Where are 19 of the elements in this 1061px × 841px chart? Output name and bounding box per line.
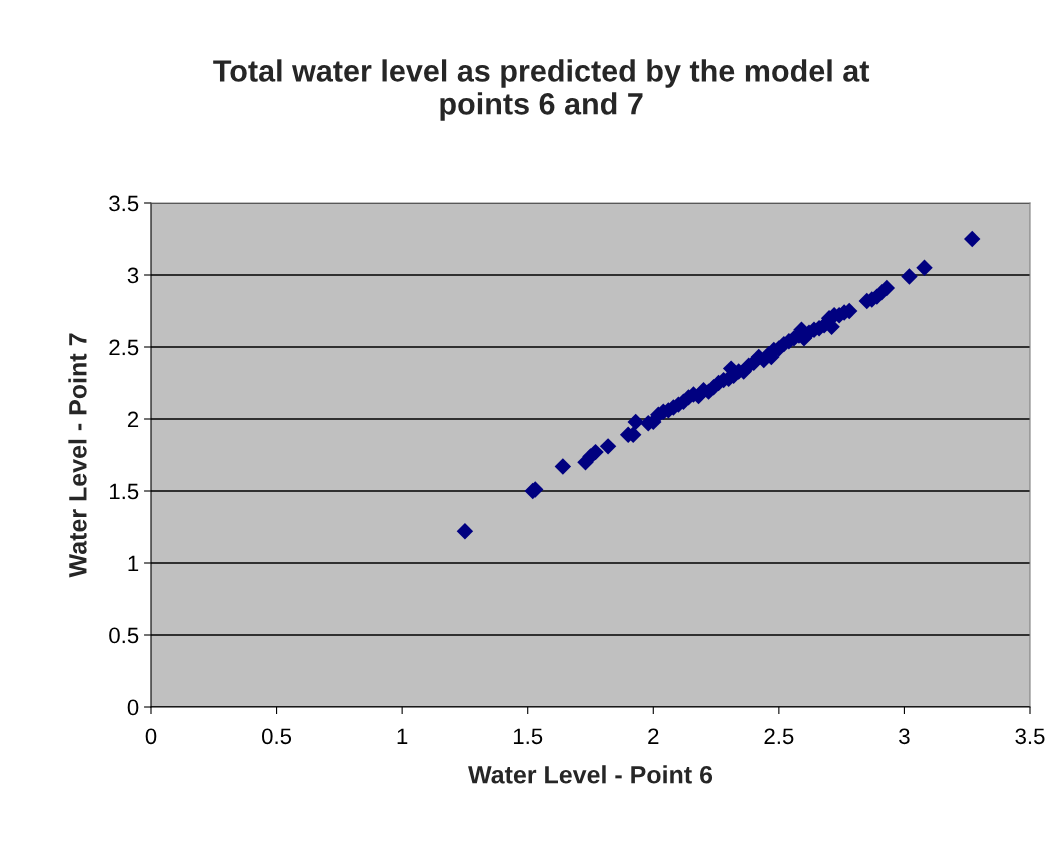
x-tick-label: 2 [648, 728, 659, 744]
x-tick-label: 3.5 [1015, 728, 1045, 745]
y-tick-label: 0.5 [109, 627, 139, 644]
chart-title: Total water level as predicted by the model at points 6 and 7 [213, 59, 870, 121]
y-tick-label: 3.5 [109, 195, 139, 212]
y-tick-label: 1.5 [110, 483, 139, 500]
y-tick-label: 0 [127, 699, 139, 716]
x-tick-label: 0.5 [262, 728, 292, 745]
y-tick-label: 2.5 [109, 339, 139, 356]
x-tick-label: 1.5 [513, 728, 543, 745]
y-tick-label: 2 [127, 411, 139, 428]
y-axis-title: Water Level - Point 7 [68, 333, 87, 578]
y-tick-label: 3 [127, 267, 139, 284]
y-tick-label: 1 [128, 555, 139, 572]
x-tick-label: 0 [145, 728, 157, 745]
x-axis-title: Water Level - Point 6 [468, 765, 713, 784]
x-tick-label: 1 [397, 728, 408, 744]
x-tick-label: 3 [899, 728, 910, 745]
x-tick-label: 2.5 [764, 728, 794, 745]
